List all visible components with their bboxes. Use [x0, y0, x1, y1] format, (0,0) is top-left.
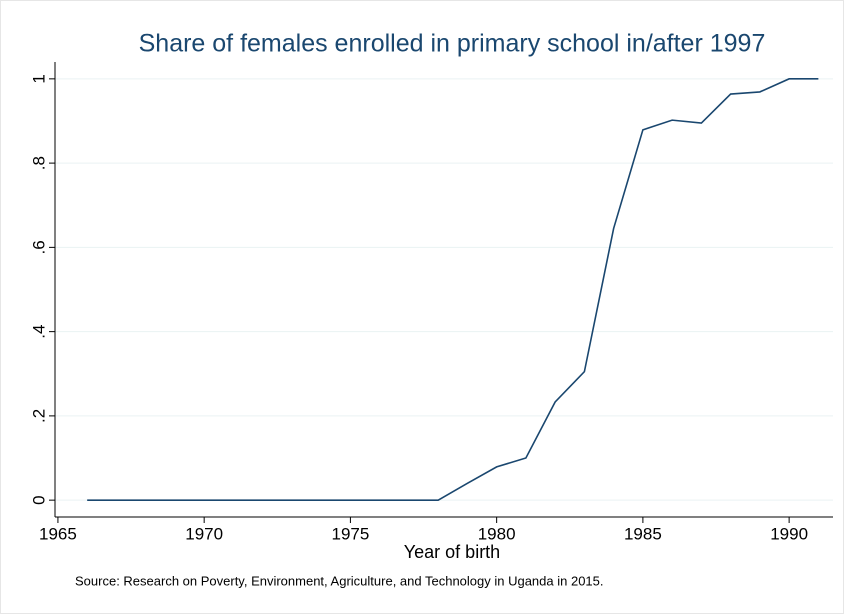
x-tick-label: 1990	[770, 524, 808, 543]
y-tick-label: .2	[29, 409, 48, 423]
data-line	[87, 78, 819, 501]
y-tick-label: 1	[29, 74, 48, 83]
x-axis-label: Year of birth	[404, 542, 500, 562]
source-note: Source: Research on Poverty, Environment…	[75, 573, 604, 588]
y-tick-label: .4	[29, 325, 48, 339]
x-tick-label: 1975	[331, 524, 369, 543]
x-tick-label: 1985	[624, 524, 662, 543]
x-tick-label: 1980	[478, 524, 516, 543]
x-tick-label: 1970	[185, 524, 223, 543]
y-tick-label: 0	[29, 495, 48, 504]
y-tick-label: .6	[29, 240, 48, 254]
chart-title: Share of females enrolled in primary sch…	[139, 30, 766, 58]
x-tick-label: 1965	[39, 524, 77, 543]
y-tick-label: .8	[29, 156, 48, 170]
